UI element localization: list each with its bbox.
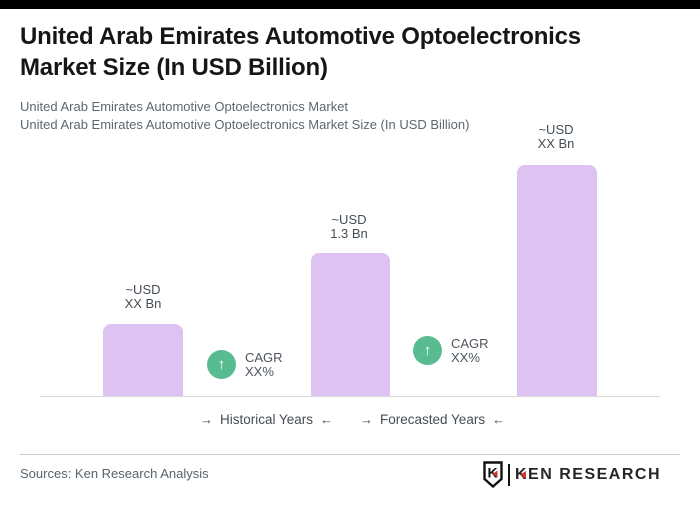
cagr-label: CAGR [451,335,489,351]
page-title-line1: United Arab Emirates Automotive Optoelec… [20,23,581,50]
cagr-text: CAGR XX% [451,335,489,365]
chart-subtitle-line2: United Arab Emirates Automotive Optoelec… [20,117,470,132]
bar1-value-line2: XX Bn [124,296,162,311]
cagr-text: CAGR XX% [245,349,283,379]
cagr-value: XX% [245,363,274,379]
footer-divider [20,454,680,455]
bar2-value-line2: 1.3 Bn [330,226,368,241]
bar2-value-line1: ~USD [331,212,367,227]
page-title-line2: Market Size (In USD Billion) [20,54,328,81]
ken-research-shield-icon: K [483,461,503,488]
bar3-value-line2: XX Bn [537,136,575,151]
cagr-label: CAGR [245,349,283,365]
bar-value-label: ~USD XX Bn [83,283,203,311]
logo-separator [507,463,510,486]
up-arrow-icon: ↑ [413,336,442,365]
x-axis-line [40,396,660,397]
left-arrow-icon: ← [492,411,506,427]
bar-value-label: ~USD 1.3 Bn [289,213,409,241]
top-edge-bar [0,0,700,9]
page-title: United Arab Emirates Automotive Optoelec… [20,21,680,83]
logo-wordmark: KEN RESEARCH [515,462,661,488]
cagr-badge: ↑ CAGR XX% [413,336,489,365]
bar3-value-line1: ~USD [538,122,574,137]
sources-text: Sources: Ken Research Analysis [20,466,209,481]
chart-subtitle-line1: United Arab Emirates Automotive Optoelec… [20,99,349,114]
axis-group-forecasted: → Forecasted Years ← [360,410,505,428]
ken-research-logo: K KEN RESEARCH [483,461,661,488]
up-arrow-icon: ↑ [207,350,236,379]
cagr-value: XX% [451,349,480,365]
axis-group-historical-label: Historical Years [220,411,314,427]
logo-red-triangle-icon [519,470,526,479]
logo-wordmark-text: KEN RESEARCH [514,465,661,483]
bar-historical [103,324,183,396]
bar-mid [311,253,390,396]
chart-subtitle: United Arab Emirates Automotive Optoelec… [20,98,640,134]
bar1-value-line1: ~USD [125,282,161,297]
axis-group-forecasted-label: Forecasted Years [380,411,486,427]
bar-forecast [517,165,597,396]
right-arrow-icon: → [360,411,373,427]
bar-value-label: ~USD XX Bn [496,123,616,151]
svg-text:K: K [487,465,497,481]
right-arrow-icon: → [200,411,213,427]
left-arrow-icon: ← [320,411,334,427]
axis-group-historical: → Historical Years ← [200,410,333,428]
cagr-badge: ↑ CAGR XX% [207,350,283,379]
